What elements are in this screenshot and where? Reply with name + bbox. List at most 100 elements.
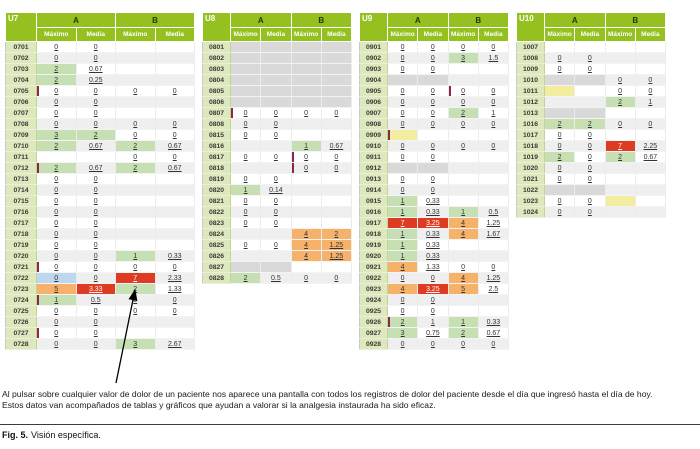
- pain-value-link[interactable]: 2.67: [167, 340, 182, 348]
- pain-value-link[interactable]: 0: [54, 252, 59, 260]
- pain-value-link[interactable]: 0: [93, 43, 98, 51]
- pain-value-link[interactable]: 1: [491, 109, 496, 117]
- pain-value-link[interactable]: 0: [133, 120, 138, 128]
- pain-value-link[interactable]: 0.33: [486, 318, 501, 326]
- pain-value-link[interactable]: 0: [93, 230, 98, 238]
- pain-value-link[interactable]: 0: [461, 120, 466, 128]
- pain-value-link[interactable]: 1.33: [167, 285, 182, 293]
- pain-value-link[interactable]: 0: [648, 76, 653, 84]
- pain-value-link[interactable]: 0: [587, 164, 592, 172]
- pain-value-link[interactable]: 2: [618, 153, 623, 161]
- pain-value-link[interactable]: 0: [430, 307, 435, 315]
- pain-value-link[interactable]: 1: [461, 318, 466, 326]
- pain-value-link[interactable]: 0: [93, 340, 98, 348]
- pain-value-link[interactable]: 0: [491, 340, 496, 348]
- pain-value-link[interactable]: 0: [461, 263, 466, 271]
- pain-value-link[interactable]: 0: [304, 164, 309, 172]
- pain-value-link[interactable]: 0: [93, 307, 98, 315]
- pain-value-link[interactable]: 0: [400, 340, 405, 348]
- pain-value-link[interactable]: 0: [243, 175, 248, 183]
- pain-value-link[interactable]: 0.33: [426, 208, 440, 216]
- pain-value-link[interactable]: 0: [430, 87, 435, 95]
- pain-value-link[interactable]: 1.25: [329, 252, 344, 260]
- pain-value-link[interactable]: 0.14: [269, 186, 283, 194]
- pain-value-link[interactable]: 2.25: [643, 142, 658, 150]
- pain-value-link[interactable]: 0: [133, 131, 138, 139]
- pain-value-link[interactable]: 0: [93, 329, 98, 337]
- pain-value-link[interactable]: 0: [557, 65, 562, 73]
- pain-value-link[interactable]: 2: [243, 274, 248, 282]
- pain-value-link[interactable]: 0.67: [88, 142, 103, 150]
- pain-value-link[interactable]: 0: [93, 274, 98, 282]
- pain-value-link[interactable]: 4: [461, 230, 466, 238]
- pain-value-link[interactable]: 1: [400, 252, 405, 260]
- pain-value-link[interactable]: 0: [172, 87, 177, 95]
- pain-value-link[interactable]: 1: [400, 230, 405, 238]
- pain-value-link[interactable]: 0: [557, 131, 562, 139]
- pain-value-link[interactable]: 0: [54, 340, 59, 348]
- pain-value-link[interactable]: 0: [273, 208, 278, 216]
- pain-value-link[interactable]: 2: [54, 142, 59, 150]
- pain-value-link[interactable]: 4: [461, 219, 466, 227]
- pain-value-link[interactable]: 0: [400, 43, 405, 51]
- pain-value-link[interactable]: 4: [400, 263, 405, 271]
- pain-value-link[interactable]: 0.33: [167, 252, 182, 260]
- pain-value-link[interactable]: 2: [400, 318, 405, 326]
- pain-value-link[interactable]: 0: [648, 120, 653, 128]
- pain-value-link[interactable]: 0.5: [90, 296, 101, 304]
- pain-value-link[interactable]: 0: [172, 307, 177, 315]
- pain-value-link[interactable]: 0: [430, 153, 435, 161]
- pain-value-link[interactable]: 0: [304, 274, 309, 282]
- pain-value-link[interactable]: 0: [172, 120, 177, 128]
- pain-value-link[interactable]: 0: [54, 274, 59, 282]
- pain-value-link[interactable]: 1: [648, 98, 653, 106]
- pain-value-link[interactable]: 2: [54, 76, 59, 84]
- pain-value-link[interactable]: 0: [618, 76, 623, 84]
- pain-value-link[interactable]: 2: [461, 329, 466, 337]
- pain-value-link[interactable]: 0: [243, 208, 248, 216]
- pain-value-link[interactable]: 0: [334, 109, 339, 117]
- pain-value-link[interactable]: 0: [400, 65, 405, 73]
- pain-value-link[interactable]: 0: [491, 43, 496, 51]
- pain-value-link[interactable]: 0: [400, 307, 405, 315]
- pain-value-link[interactable]: 1: [304, 142, 309, 150]
- pain-value-link[interactable]: 4: [461, 274, 466, 282]
- pain-value-link[interactable]: 1.5: [488, 54, 499, 62]
- pain-value-link[interactable]: 0: [93, 252, 98, 260]
- pain-value-link[interactable]: 0: [557, 197, 562, 205]
- pain-value-link[interactable]: 0: [133, 87, 138, 95]
- pain-value-link[interactable]: 0: [430, 98, 435, 106]
- pain-value-link[interactable]: 0: [430, 296, 435, 304]
- pain-value-link[interactable]: 0: [304, 153, 309, 161]
- pain-value-link[interactable]: 0: [93, 109, 98, 117]
- pain-value-link[interactable]: 0: [334, 153, 339, 161]
- pain-value-link[interactable]: 2.33: [167, 274, 182, 282]
- pain-value-link[interactable]: 0: [93, 219, 98, 227]
- pain-value-link[interactable]: 4: [304, 230, 309, 238]
- pain-value-link[interactable]: 0: [461, 98, 466, 106]
- pain-value-link[interactable]: 0: [93, 318, 98, 326]
- pain-value-link[interactable]: 0: [304, 109, 309, 117]
- pain-value-link[interactable]: 0: [54, 43, 59, 51]
- pain-value-link[interactable]: 0: [172, 153, 177, 161]
- pain-value-link[interactable]: 2: [587, 120, 592, 128]
- pain-value-link[interactable]: 0: [172, 263, 177, 271]
- pain-value-link[interactable]: 1: [400, 241, 405, 249]
- pain-value-link[interactable]: 1: [461, 208, 466, 216]
- pain-value-link[interactable]: 0: [461, 142, 466, 150]
- pain-value-link[interactable]: 0: [430, 65, 435, 73]
- pain-value-link[interactable]: 0: [400, 296, 405, 304]
- pain-value-link[interactable]: 0: [430, 120, 435, 128]
- pain-value-link[interactable]: 0: [491, 142, 496, 150]
- pain-value-link[interactable]: 0: [430, 340, 435, 348]
- pain-value-link[interactable]: 0: [587, 197, 592, 205]
- pain-value-link[interactable]: 0.5: [488, 208, 499, 216]
- pain-value-link[interactable]: 0.33: [426, 230, 440, 238]
- pain-value-link[interactable]: 0: [54, 329, 59, 337]
- pain-value-link[interactable]: 1.67: [486, 230, 501, 238]
- pain-value-link[interactable]: 1: [243, 186, 248, 194]
- pain-value-link[interactable]: 2: [54, 164, 59, 172]
- pain-value-link[interactable]: 3: [400, 329, 405, 337]
- pain-value-link[interactable]: 2.5: [488, 285, 499, 293]
- pain-value-link[interactable]: 1: [54, 296, 59, 304]
